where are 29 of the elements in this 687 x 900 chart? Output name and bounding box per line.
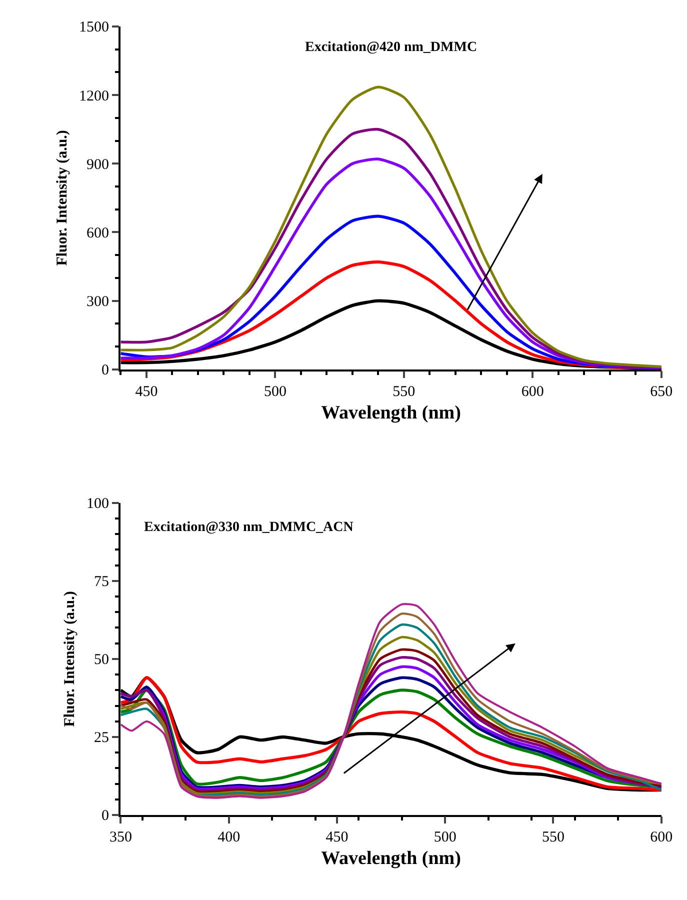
x-tick-label: 550 [392, 384, 416, 400]
x-tick-label: 500 [264, 384, 286, 400]
x-axis-title: Wavelength (nm) [321, 402, 461, 424]
x-tick-label: 650 [650, 384, 673, 400]
x-tick-label: 350 [109, 830, 132, 846]
text: Excitation@420 nm_DMMC [305, 40, 478, 55]
y-tick-label: 100 [86, 496, 109, 512]
x-tick-label: 600 [521, 384, 544, 400]
y-tick-label: 50 [94, 652, 109, 668]
y-tick-label: 0 [101, 808, 109, 824]
x-tick-label: 450 [135, 384, 158, 400]
x-tick-label: 450 [326, 830, 348, 846]
x-tick-label: 600 [650, 830, 673, 846]
y-tick-label: 1200 [78, 88, 109, 104]
y-tick-label: 900 [86, 156, 109, 173]
x-tick-label: 500 [434, 830, 456, 846]
x-tick-label: 550 [542, 830, 564, 846]
x-tick-label: 400 [218, 830, 240, 846]
text: Excitation@330 nm_DMMC_ACN [144, 520, 354, 535]
y-tick-label: 25 [94, 730, 109, 746]
y-axis-title: Fluor. Intensity (a.u.) [62, 591, 78, 727]
x-axis-title: Wavelength (nm) [321, 848, 461, 870]
line-series [120, 86, 662, 368]
y-tick-label: 1500 [78, 20, 109, 36]
y-tick-label: 600 [86, 226, 109, 242]
y-tick-label: 0 [101, 362, 109, 379]
y-axis-title: Fluor. Intensity (a.u.) [54, 130, 71, 266]
y-tick-label: 300 [86, 294, 109, 310]
y-tick-label: 75 [94, 574, 109, 590]
